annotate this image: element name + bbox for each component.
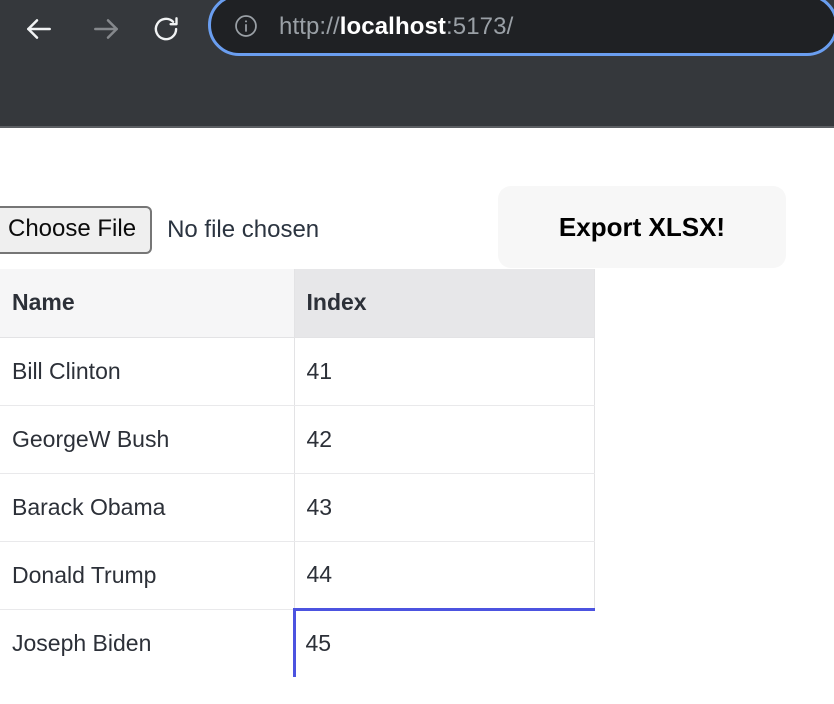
- url-host: localhost: [339, 12, 447, 40]
- cell-index[interactable]: 43: [294, 473, 595, 542]
- column-header-index[interactable]: Index: [294, 269, 595, 338]
- table-body: Bill Clinton 41 GeorgeW Bush 42 Barack O…: [0, 337, 595, 677]
- table-row[interactable]: Joseph Biden 45: [0, 607, 594, 677]
- browser-toolbar: http://localhost:5173/: [0, 0, 834, 128]
- info-circle-icon[interactable]: [233, 13, 259, 39]
- cell-name[interactable]: GeorgeW Bush: [0, 405, 295, 474]
- cell-index[interactable]: 44: [294, 541, 595, 610]
- arrow-left-icon: [23, 13, 55, 45]
- choose-file-button[interactable]: Choose File: [0, 206, 153, 254]
- file-status-text: No file chosen: [167, 216, 320, 243]
- url-rest: :5173/: [446, 12, 514, 40]
- cell-index[interactable]: 42: [294, 405, 595, 474]
- forward-button[interactable]: [84, 7, 128, 51]
- table-row[interactable]: Barack Obama 43: [0, 473, 595, 542]
- back-button[interactable]: [17, 7, 61, 51]
- table-row[interactable]: Donald Trump 44: [0, 541, 595, 610]
- table-header-row: Name Index: [0, 269, 595, 338]
- export-xlsx-button[interactable]: Export XLSX!: [498, 186, 786, 268]
- url-scheme: http://: [279, 12, 340, 40]
- reload-button[interactable]: [144, 7, 188, 51]
- page-content: Choose File No file chosen Export XLSX! …: [0, 128, 834, 704]
- file-input-row: Choose File No file chosen: [0, 206, 319, 254]
- table-row[interactable]: GeorgeW Bush 42: [0, 405, 595, 474]
- cell-name[interactable]: Bill Clinton: [0, 337, 295, 406]
- presidents-table: Name Index Bill Clinton 41 GeorgeW Bush …: [0, 269, 595, 677]
- column-header-name[interactable]: Name: [0, 269, 295, 338]
- arrow-right-icon: [90, 13, 122, 45]
- url-text: http://localhost:5173/: [279, 13, 513, 41]
- reload-icon: [151, 14, 181, 44]
- address-bar[interactable]: http://localhost:5173/: [208, 0, 834, 56]
- cell-name[interactable]: Barack Obama: [0, 473, 295, 542]
- cell-name[interactable]: Donald Trump: [0, 541, 295, 610]
- table-row[interactable]: Bill Clinton 41: [0, 337, 595, 406]
- cell-index[interactable]: 41: [294, 337, 595, 406]
- table-header: Name Index: [0, 269, 595, 338]
- cell-name[interactable]: Joseph Biden: [0, 609, 294, 677]
- cell-index-selected[interactable]: 45: [292, 607, 594, 677]
